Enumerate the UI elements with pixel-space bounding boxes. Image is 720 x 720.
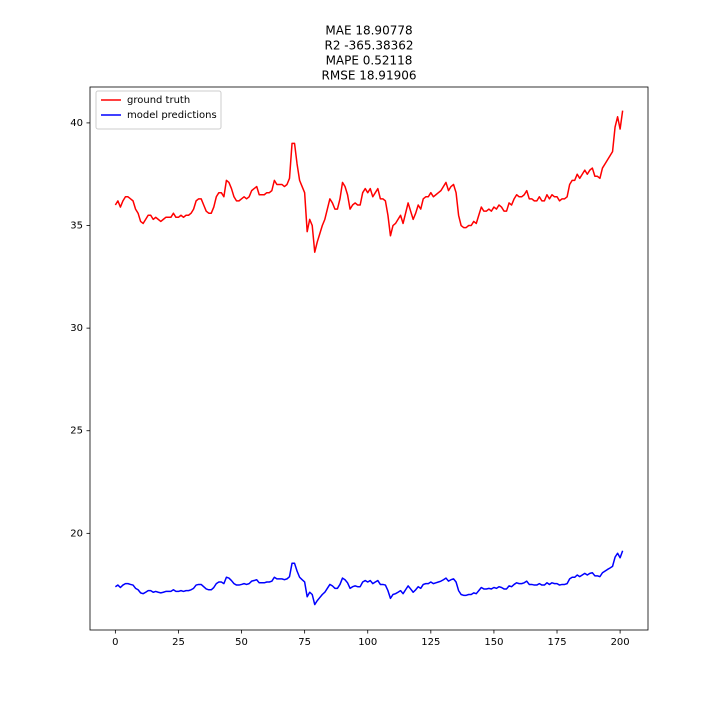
series-line <box>114 110 624 253</box>
x-tick-label: 0 <box>112 637 118 648</box>
x-tick-label: 150 <box>484 637 503 648</box>
legend-label: model predictions <box>127 110 217 121</box>
x-tick-label: 50 <box>235 637 248 648</box>
x-tick-label: 75 <box>298 637 311 648</box>
y-tick-label: 35 <box>70 221 83 232</box>
y-tick-label: 30 <box>70 323 83 334</box>
chart-title: MAE 18.90778 <box>325 24 412 38</box>
x-tick-label: 200 <box>611 637 630 648</box>
chart-title: R2 -365.38362 <box>324 39 413 53</box>
y-tick-label: 20 <box>70 528 83 539</box>
x-tick-label: 175 <box>547 637 566 648</box>
y-tick-label: 40 <box>70 118 83 129</box>
x-tick-label: 25 <box>172 637 185 648</box>
plot-frame <box>89 86 649 631</box>
legend-label: ground truth <box>127 95 190 106</box>
series-line <box>114 550 624 606</box>
chart-title: RMSE 18.91906 <box>322 69 417 83</box>
chart-title: MAPE 0.52118 <box>326 54 413 68</box>
x-tick-label: 125 <box>421 637 440 648</box>
y-tick-label: 25 <box>70 426 83 437</box>
legend-box <box>95 90 222 130</box>
x-tick-label: 100 <box>358 637 377 648</box>
legend: ground truth model predictions <box>95 90 222 130</box>
